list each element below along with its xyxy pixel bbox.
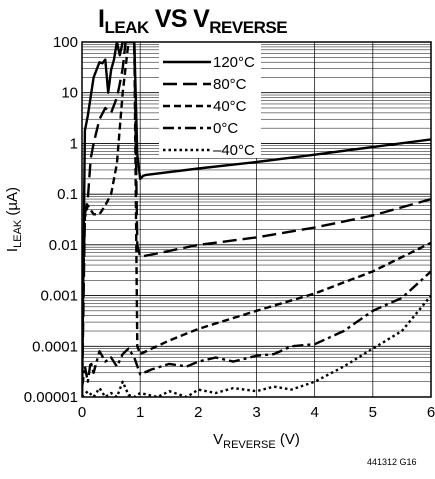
data-series xyxy=(82,42,431,397)
y-tick-label: 0.00001 xyxy=(24,389,78,406)
figure-code: 441312 G16 xyxy=(367,457,417,467)
plot-frame xyxy=(81,41,432,398)
legend-label: 40°C xyxy=(213,98,247,115)
chart-title: ILEAK VS VREVERSE xyxy=(98,5,288,37)
series-line-2 xyxy=(82,42,431,397)
x-tick-label: 1 xyxy=(136,404,144,421)
x-tick-label: 3 xyxy=(252,404,260,421)
tick-labels: 0.00001 0.0001 0.001 0.01 0.1 1 10 100 0 1 2 3 4 5 6 xyxy=(24,34,435,421)
y-axis-label: ILEAK (µA) xyxy=(4,187,24,252)
y-tick-label: 100 xyxy=(53,34,78,51)
x-tick-label: 0 xyxy=(78,404,86,421)
legend-label: 0°C xyxy=(213,120,238,137)
x-tick-label: 5 xyxy=(369,404,377,421)
series-line-3 xyxy=(82,270,431,389)
y-tick-label: 10 xyxy=(61,85,78,102)
x-tick-label: 4 xyxy=(310,404,318,421)
y-tick-label: 0.01 xyxy=(49,237,78,254)
series-line-0 xyxy=(82,42,431,397)
series-line-1 xyxy=(82,42,431,397)
grid xyxy=(82,42,431,398)
legend: 120°C 80°C 40°C 0°C –40°C xyxy=(159,42,261,159)
legend-label: –40°C xyxy=(213,142,255,159)
y-tick-label: 1 xyxy=(70,135,78,152)
legend-label: 80°C xyxy=(213,76,247,93)
series-line-4 xyxy=(82,294,431,397)
x-tick-label: 6 xyxy=(427,404,435,421)
x-axis-label: VREVERSE (V) xyxy=(213,431,300,451)
legend-label: 120°C xyxy=(213,54,255,71)
y-tick-label: 0.001 xyxy=(40,288,78,305)
y-tick-label: 0.0001 xyxy=(32,338,78,355)
y-tick-label: 0.1 xyxy=(57,186,78,203)
x-tick-label: 2 xyxy=(194,404,202,421)
